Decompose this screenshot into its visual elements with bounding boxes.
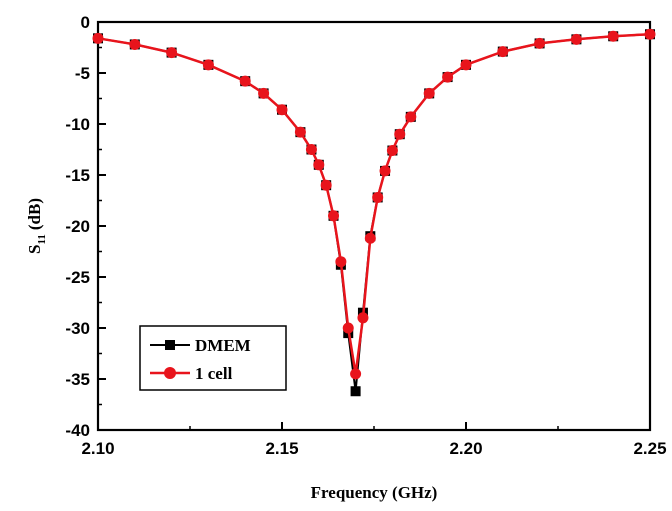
y-axis-title: S11 (dB): [25, 198, 48, 254]
series-layer: [92, 28, 656, 397]
data-point: [394, 128, 406, 140]
data-point: [386, 145, 398, 157]
data-point: [294, 126, 306, 138]
data-point: [534, 37, 546, 49]
series-line: [97, 32, 651, 375]
data-point: [202, 59, 214, 71]
data-point: [372, 191, 384, 203]
data-point: [442, 71, 454, 83]
y-tick-label: -15: [65, 166, 90, 185]
x-axis-title: Frequency (GHz): [311, 483, 438, 502]
data-point: [166, 47, 178, 59]
data-point: [379, 165, 391, 177]
x-tick-label: 2.15: [265, 439, 298, 458]
data-point: [305, 144, 317, 155]
data-point: [607, 30, 619, 42]
data-point: [320, 179, 332, 191]
data-point: [239, 75, 251, 87]
y-tick-label: 0: [81, 13, 90, 32]
series-1-cell: [92, 28, 656, 380]
x-tick-label: 2.20: [449, 439, 482, 458]
x-tick-label: 2.10: [81, 439, 114, 458]
y-tick-label: -5: [75, 64, 90, 83]
y-tick-label: -35: [65, 370, 90, 389]
y-tick-label: -40: [65, 421, 90, 440]
data-point: [644, 28, 656, 40]
data-point: [92, 32, 104, 44]
data-point: [497, 46, 509, 58]
y-axis-title-main: S: [25, 245, 44, 254]
y-axis-title-sub: 11: [36, 234, 48, 244]
y-tick-label: -10: [65, 115, 90, 134]
y-tick-label: -20: [65, 217, 90, 236]
data-point: [129, 38, 141, 50]
legend-label-dmem: DMEM: [195, 336, 251, 355]
y-tick-label: -30: [65, 319, 90, 338]
data-point: [423, 87, 435, 99]
x-tick-label: 2.25: [633, 439, 666, 458]
svg-text:S11(dB): S11 (dB): [25, 198, 48, 254]
data-point: [276, 104, 288, 116]
legend: DMEM 1 cell: [139, 325, 287, 391]
data-point: [328, 210, 340, 222]
data-point: [460, 59, 472, 71]
data-point: [364, 232, 376, 244]
data-point: [405, 111, 417, 123]
data-point: [313, 159, 325, 171]
legend-marker-dmem: [165, 340, 175, 350]
y-tick-label: -25: [65, 268, 90, 287]
y-axis-title-unit: (dB): [25, 198, 44, 230]
data-point: [570, 33, 582, 45]
data-point: [350, 386, 361, 397]
data-point: [342, 322, 354, 334]
legend-marker-1cell: [164, 367, 176, 379]
data-point: [258, 87, 270, 99]
x-axis: 2.10 2.15 2.20 2.25: [81, 422, 667, 458]
legend-label-1cell: 1 cell: [195, 364, 233, 383]
y-axis: 0 -5 -10 -15 -20 -25 -30 -35 -40: [65, 13, 106, 440]
data-point: [335, 256, 347, 268]
legend-box: [139, 325, 287, 391]
data-point: [350, 368, 362, 380]
data-point: [357, 312, 369, 324]
